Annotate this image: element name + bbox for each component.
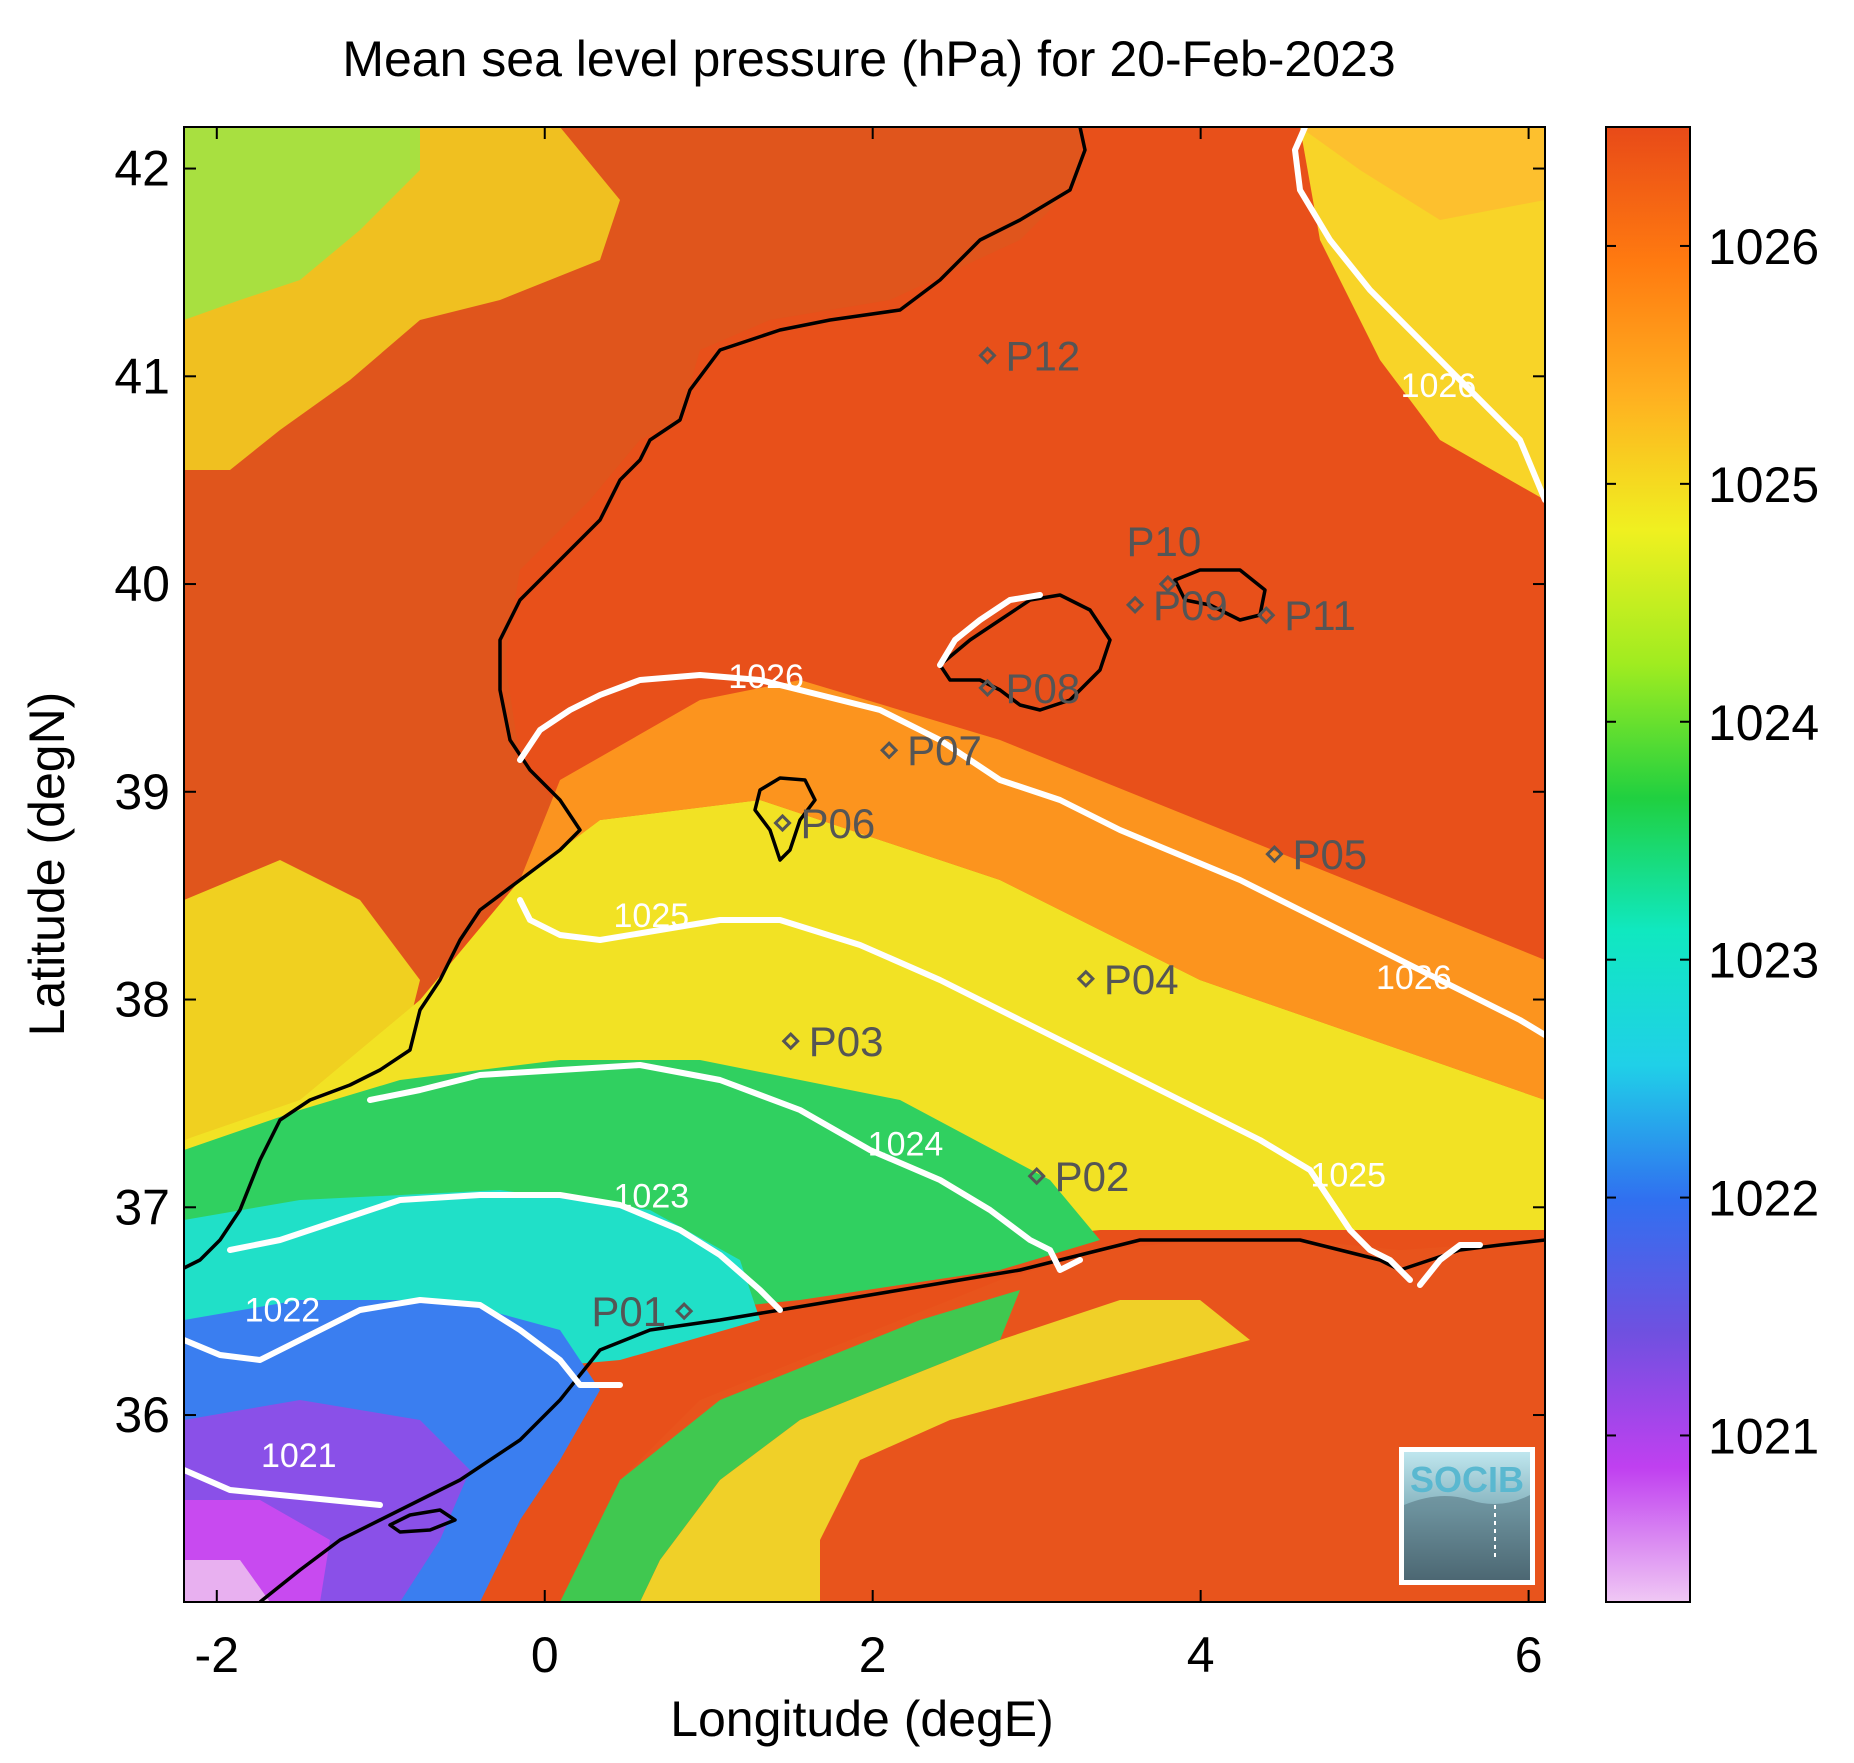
chart-title: Mean sea level pressure (hPa) for 20-Feb… (342, 31, 1395, 87)
land-spain-field (184, 127, 1080, 1140)
colorbar-tick-label: 1023 (1708, 933, 1819, 989)
y-axis: 36 37 38 39 40 41 42 (114, 141, 1545, 1443)
colorbar: 1021 1022 1023 1024 1025 1026 (1605, 126, 1819, 1603)
station-marker (1076, 969, 1095, 988)
y-tick-label: 38 (114, 972, 170, 1028)
contour-1025-east (1417, 1242, 1483, 1288)
station-label: P04 (1104, 956, 1179, 1003)
y-tick-label: 36 (114, 1387, 170, 1443)
sea-orange-band (520, 680, 1545, 1100)
colorbar-gradient (1605, 126, 1691, 1603)
contour-1023 (227, 1192, 783, 1313)
contour-1024 (367, 1062, 1083, 1273)
station-label: P12 (1005, 333, 1080, 380)
station-marker (978, 346, 997, 365)
contour-1026-mallorca (937, 592, 1043, 668)
contour-label: 1025 (1310, 1157, 1386, 1195)
contour-1025-west (517, 897, 1413, 1283)
station-marker (675, 1302, 694, 1321)
station-label: P10 (1126, 518, 1201, 565)
station-label: P01 (591, 1288, 666, 1335)
x-axis: -2 0 2 4 6 (195, 127, 1543, 1683)
socib-logo-text: SOCIB (1410, 1459, 1524, 1500)
contour-label-layer: 1021 1022 1023 1024 1025 1025 1026 1026 1026 (245, 367, 1477, 1475)
station-marker (1265, 844, 1284, 864)
contour-1022 (184, 1297, 623, 1388)
x-tick-label: -2 (195, 1627, 239, 1683)
contour-label: 1026 (728, 658, 804, 696)
colorbar-ticks: 1021 1022 1023 1024 1025 1026 (1606, 219, 1819, 1464)
land-africa-yellow-strip (640, 1300, 1250, 1602)
station-marker (1257, 606, 1276, 625)
station-label: P11 (1284, 592, 1356, 639)
coast-spain (184, 127, 1087, 1270)
y-axis-label: Latitude (degN) (19, 692, 75, 1037)
coast-alboran-island (388, 1508, 457, 1534)
sea-ne-orange (1300, 127, 1545, 220)
station-marker (978, 678, 997, 698)
sea-pink-corner (184, 1560, 270, 1602)
coast-africa (258, 1238, 1545, 1602)
socib-logo: SOCIB (1399, 1447, 1535, 1585)
contour-label: 1025 (614, 897, 690, 935)
colorbar-tick-label: 1025 (1708, 457, 1819, 513)
contour-lines (184, 127, 1545, 1508)
contour-label: 1024 (868, 1125, 944, 1163)
plot-frame (183, 126, 1546, 1603)
x-axis-label: Longitude (degE) (670, 1691, 1054, 1747)
station-label: P08 (1005, 665, 1080, 712)
map-area: 1021 1022 1023 1024 1025 1025 1026 1026 1026 P01… (184, 127, 1545, 1602)
station-marker (773, 813, 792, 833)
station-label: P05 (1292, 831, 1367, 878)
contour-label: 1026 (1376, 959, 1452, 997)
station-marker (879, 741, 899, 760)
colorbar-tick-label: 1024 (1708, 695, 1819, 751)
station-label: P06 (801, 800, 876, 847)
y-tick-label: 39 (114, 764, 170, 820)
contour-label: 1026 (1401, 367, 1477, 405)
station-label: P03 (809, 1018, 884, 1065)
station-label: P02 (1055, 1153, 1130, 1200)
contour-1021 (184, 1467, 383, 1508)
station-marker (1027, 1166, 1046, 1186)
x-tick-label: 6 (1515, 1627, 1543, 1683)
y-tick-label: 41 (114, 348, 170, 404)
land-low-patch-nw (184, 127, 420, 320)
land-africa-green-strip (560, 1290, 1020, 1602)
contour-1026-center (517, 672, 1545, 1038)
station-marker (781, 1031, 800, 1051)
colorbar-tick-label: 1022 (1708, 1171, 1819, 1227)
contour-label: 1023 (614, 1177, 690, 1215)
station-marker (1125, 595, 1145, 614)
contour-label: 1021 (261, 1437, 337, 1475)
contour-label: 1022 (245, 1292, 321, 1330)
x-tick-label: 4 (1187, 1627, 1215, 1683)
colorbar-tick-label: 1021 (1708, 1408, 1819, 1464)
coast-ibiza (753, 776, 817, 862)
y-tick-label: 37 (114, 1179, 170, 1235)
x-tick-label: 2 (859, 1627, 887, 1683)
y-tick-label: 42 (114, 141, 170, 197)
station-marker (1158, 574, 1177, 594)
colorbar-tick-label: 1026 (1708, 219, 1819, 275)
contour-1026-north (1292, 127, 1545, 503)
x-tick-label: 0 (531, 1627, 559, 1683)
station-label: P07 (907, 727, 982, 774)
y-tick-label: 40 (114, 556, 170, 612)
